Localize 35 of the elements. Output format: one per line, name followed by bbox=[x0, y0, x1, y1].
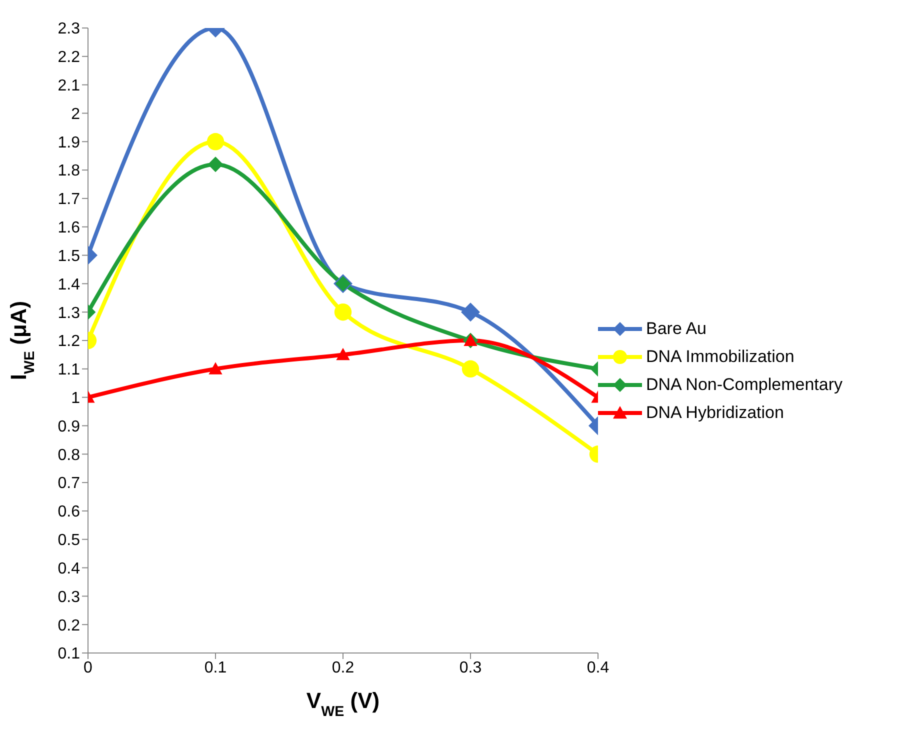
y-tick-label: 0.3 bbox=[58, 588, 80, 606]
x-tick-label: 0.2 bbox=[332, 659, 354, 676]
y-tick-label: 0.9 bbox=[58, 418, 80, 436]
y-tick-label: 0.8 bbox=[58, 446, 80, 464]
x-tick-label: 0.3 bbox=[459, 659, 482, 676]
y-tick-label: 1.3 bbox=[58, 304, 80, 322]
x-tick-label: 0.1 bbox=[204, 659, 227, 676]
y-tick-label: 1.7 bbox=[58, 191, 80, 208]
y-tick-label: 2.3 bbox=[58, 20, 80, 38]
y-tick-label: 0.4 bbox=[58, 560, 80, 578]
y-tick-label: 2 bbox=[71, 106, 80, 123]
x-tick-label: 0.4 bbox=[586, 659, 610, 676]
y-tick-label: 1.6 bbox=[58, 220, 80, 237]
y-tick-label: 0.5 bbox=[58, 532, 80, 550]
legend-label: Bare Au bbox=[646, 318, 706, 338]
y-tick-label: 0.6 bbox=[58, 504, 80, 521]
point bbox=[336, 348, 350, 360]
y-tick-label: 2.2 bbox=[58, 49, 80, 66]
y-tick-label: 1.8 bbox=[58, 162, 80, 180]
y-tick-label: 1 bbox=[71, 390, 80, 407]
y-tick-label: 1.5 bbox=[58, 248, 80, 265]
y-tick-label: 2.1 bbox=[58, 78, 80, 94]
y-tick-label: 0.7 bbox=[58, 475, 80, 492]
point bbox=[334, 303, 352, 321]
y-tick-label: 1.1 bbox=[58, 362, 80, 379]
y-tick-label: 0.2 bbox=[58, 617, 80, 634]
x-tick-label: 0 bbox=[84, 659, 93, 676]
x-axis-title: V$_{WE}$ (V) bbox=[306, 688, 380, 720]
legend-label: DNA Non-Complementary bbox=[646, 374, 843, 394]
legend-label: DNA Hybridization bbox=[646, 402, 784, 422]
y-tick-label: 1.9 bbox=[58, 134, 80, 152]
y-tick-label: 1.4 bbox=[58, 276, 80, 294]
y-tick-label: 1.2 bbox=[58, 333, 80, 350]
legend-label: DNA Immobilization bbox=[646, 346, 794, 366]
y-tick-label: 0.1 bbox=[58, 646, 80, 663]
